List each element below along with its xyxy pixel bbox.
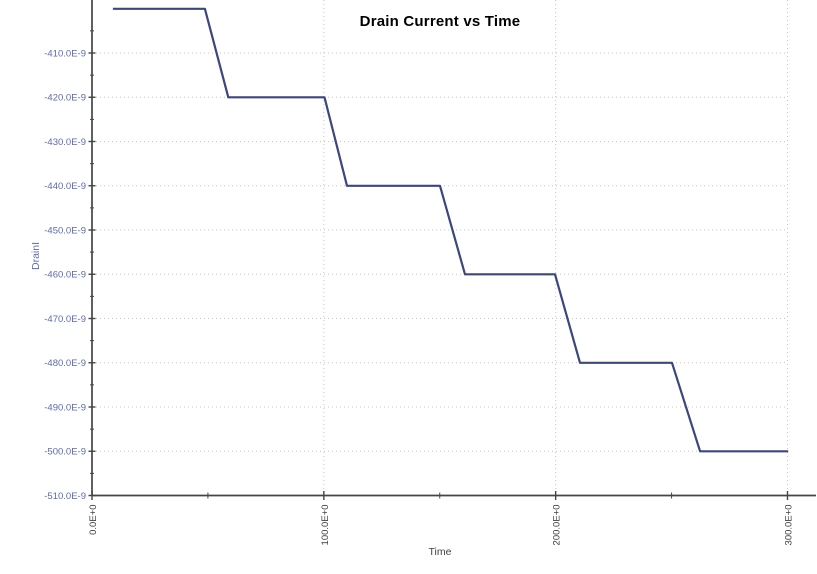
chart-title: Drain Current vs Time: [359, 13, 521, 30]
data-series: [112, 7, 789, 453]
y-tick-label: -420.0E-9: [44, 93, 86, 104]
x-tick-label: 200.0E+0: [552, 505, 563, 546]
y-tick-label: -440.0E-9: [44, 181, 86, 192]
y-tick-label: -500.0E-9: [44, 447, 86, 458]
y-tick-label: -410.0E-9: [44, 48, 86, 59]
x-tick-labels: 0.0E+0 100.0E+0 200.0E+0 300.0E+0: [88, 505, 794, 546]
axis-ticks: [88, 30, 789, 500]
y-axis-label: DrainI: [30, 241, 42, 271]
y-tick-label: -510.0E-9: [44, 491, 86, 502]
y-tick-label: -450.0E-9: [44, 225, 86, 236]
x-axis-label: Time: [428, 546, 452, 558]
y-tick-label: -480.0E-9: [44, 358, 86, 369]
axes: [91, 0, 816, 497]
x-tick-label: 0.0E+0: [88, 505, 99, 535]
gridlines: [92, 0, 788, 496]
x-tick-label: 100.0E+0: [320, 505, 331, 546]
y-tick-label: -460.0E-9: [44, 270, 86, 281]
y-tick-label: -430.0E-9: [44, 137, 86, 148]
y-tick-label: -490.0E-9: [44, 402, 86, 413]
x-tick-label: 300.0E+0: [783, 505, 794, 546]
y-tick-label: -470.0E-9: [44, 314, 86, 325]
y-tick-labels: -410.0E-9 -420.0E-9 -430.0E-9 -440.0E-9 -450…: [44, 48, 86, 502]
data-line-DrainI: [112, 7, 789, 453]
